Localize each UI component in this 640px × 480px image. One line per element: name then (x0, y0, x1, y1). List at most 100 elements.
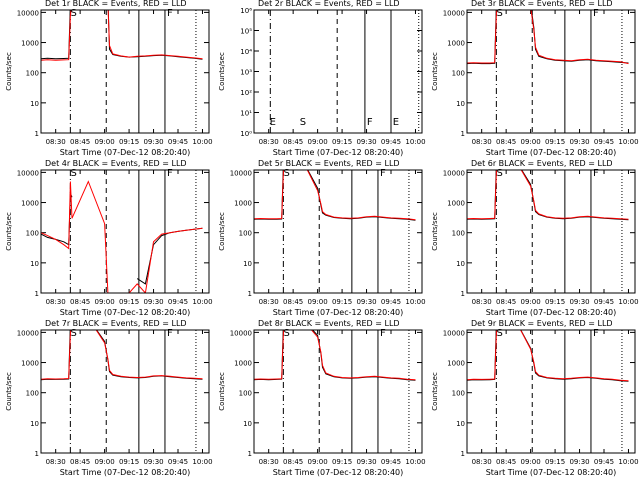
x-tick-label: 09:00 (521, 138, 541, 146)
y-tick-label: 100 (26, 390, 39, 398)
y-tick-label: 10000 (443, 9, 465, 17)
y-tick-label: 100 (239, 390, 252, 398)
series-line (254, 330, 416, 381)
x-axis-title: Start Time (07-Dec-12 08:20:40) (60, 308, 191, 317)
plot-frame (40, 329, 210, 454)
y-axis-title: Counts/sec (218, 372, 226, 411)
x-tick-label: 09:45 (381, 458, 401, 466)
x-tick-label: 10:00 (405, 298, 425, 306)
y-axis-title: Counts/sec (431, 372, 439, 411)
x-tick-label: 09:45 (381, 298, 401, 306)
chart-panel: Det 9r BLACK = Events, RED = LLD Start Ti… (431, 319, 639, 477)
chart-title: Det 6r BLACK = Events, RED = LLD (471, 159, 613, 168)
x-tick-label: 10:00 (192, 298, 212, 306)
series-line (467, 170, 629, 220)
y-tick-label: 10 (30, 100, 39, 108)
y-axis-title: Counts/sec (5, 372, 13, 411)
annotation: F (167, 168, 173, 179)
x-tick-label: 10:00 (618, 458, 638, 466)
plot-area (269, 10, 420, 133)
y-tick-label: 1 (461, 130, 465, 138)
plot-frame (253, 9, 423, 134)
x-tick-label: 09:15 (119, 298, 139, 306)
x-tick-label: 08:45 (70, 458, 90, 466)
plot-area (467, 10, 629, 133)
series-line (467, 10, 629, 65)
annotation: E (270, 117, 276, 128)
x-tick-label: 08:30 (259, 298, 279, 306)
y-tick-label: 100 (452, 390, 465, 398)
x-tick-label: 09:30 (143, 458, 163, 466)
y-tick-label: 10000 (443, 329, 465, 337)
y-tick-label: 10¹ (240, 110, 252, 118)
x-tick-label: 09:15 (119, 458, 139, 466)
series-line (41, 193, 203, 285)
y-tick-label: 100 (26, 70, 39, 78)
x-tick-label: 09:30 (356, 458, 376, 466)
series-line (254, 170, 416, 221)
series-line (467, 330, 629, 382)
y-tick-label: 1 (35, 130, 39, 138)
x-tick-label: 09:15 (545, 458, 565, 466)
y-tick-label: 10000 (443, 169, 465, 177)
x-tick-label: 08:45 (70, 138, 90, 146)
y-tick-label: 10³ (240, 69, 252, 77)
y-tick-label: 1000 (234, 200, 252, 208)
x-tick-label: 09:45 (594, 298, 614, 306)
x-tick-label: 08:30 (46, 138, 66, 146)
y-tick-label: 1000 (21, 200, 39, 208)
y-tick-label: 10² (240, 89, 252, 97)
plot-frame (466, 9, 636, 134)
x-tick-label: 10:00 (405, 458, 425, 466)
y-tick-label: 10⁵ (240, 28, 252, 36)
x-tick-label: 10:00 (192, 138, 212, 146)
x-tick-label: 09:00 (308, 458, 328, 466)
x-tick-label: 09:00 (521, 298, 541, 306)
x-tick-label: 09:30 (569, 458, 589, 466)
y-axis-title: Counts/sec (5, 52, 13, 91)
x-tick-label: 08:30 (46, 298, 66, 306)
y-tick-label: 1 (248, 290, 252, 298)
plot-area (254, 330, 416, 453)
x-tick-label: 09:15 (545, 138, 565, 146)
plot-frame (40, 9, 210, 134)
plot-area (467, 330, 629, 453)
x-axis-title: Start Time (07-Dec-12 08:20:40) (486, 468, 617, 477)
y-axis-title: Counts/sec (431, 212, 439, 251)
x-tick-label: 08:30 (472, 298, 492, 306)
annotation: F (380, 168, 386, 179)
x-tick-label: 09:45 (168, 298, 188, 306)
chart-title: Det 7r BLACK = Events, RED = LLD (45, 319, 187, 328)
x-tick-label: 09:45 (594, 458, 614, 466)
y-axis-title: Counts/sec (431, 52, 439, 91)
annotation: F (593, 8, 599, 19)
x-axis-title: Start Time (07-Dec-12 08:20:40) (60, 148, 191, 157)
y-tick-label: 1000 (447, 360, 465, 368)
plot-area (254, 170, 416, 293)
y-tick-label: 1 (248, 450, 252, 458)
y-tick-label: 10000 (230, 329, 252, 337)
y-axis-title: Counts/sec (218, 212, 226, 251)
y-tick-label: 1000 (447, 40, 465, 48)
chart-title: Det 1r BLACK = Events, RED = LLD (45, 0, 187, 8)
chart-title: Det 3r BLACK = Events, RED = LLD (471, 0, 613, 8)
chart-panel: Det 6r BLACK = Events, RED = LLD Start Ti… (431, 159, 639, 317)
annotation: S (283, 328, 289, 339)
chart-panel: Det 2r BLACK = Events, RED = LLD Start Ti… (218, 0, 426, 157)
y-tick-label: 10 (243, 420, 252, 428)
x-tick-label: 09:45 (168, 138, 188, 146)
chart-title: Det 2r BLACK = Events, RED = LLD (258, 0, 400, 8)
y-tick-label: 1 (461, 290, 465, 298)
chart-panel: Det 3r BLACK = Events, RED = LLD Start Ti… (431, 0, 639, 157)
x-tick-label: 09:15 (332, 138, 352, 146)
y-tick-label: 100 (452, 70, 465, 78)
plot-area (41, 330, 203, 453)
annotation: S (300, 117, 306, 128)
x-tick-label: 09:00 (95, 298, 115, 306)
plot-frame (253, 329, 423, 454)
x-tick-label: 09:00 (95, 458, 115, 466)
x-tick-label: 09:00 (308, 138, 328, 146)
y-tick-label: 100 (26, 230, 39, 238)
x-tick-label: 08:30 (259, 138, 279, 146)
annotation: S (70, 168, 76, 179)
